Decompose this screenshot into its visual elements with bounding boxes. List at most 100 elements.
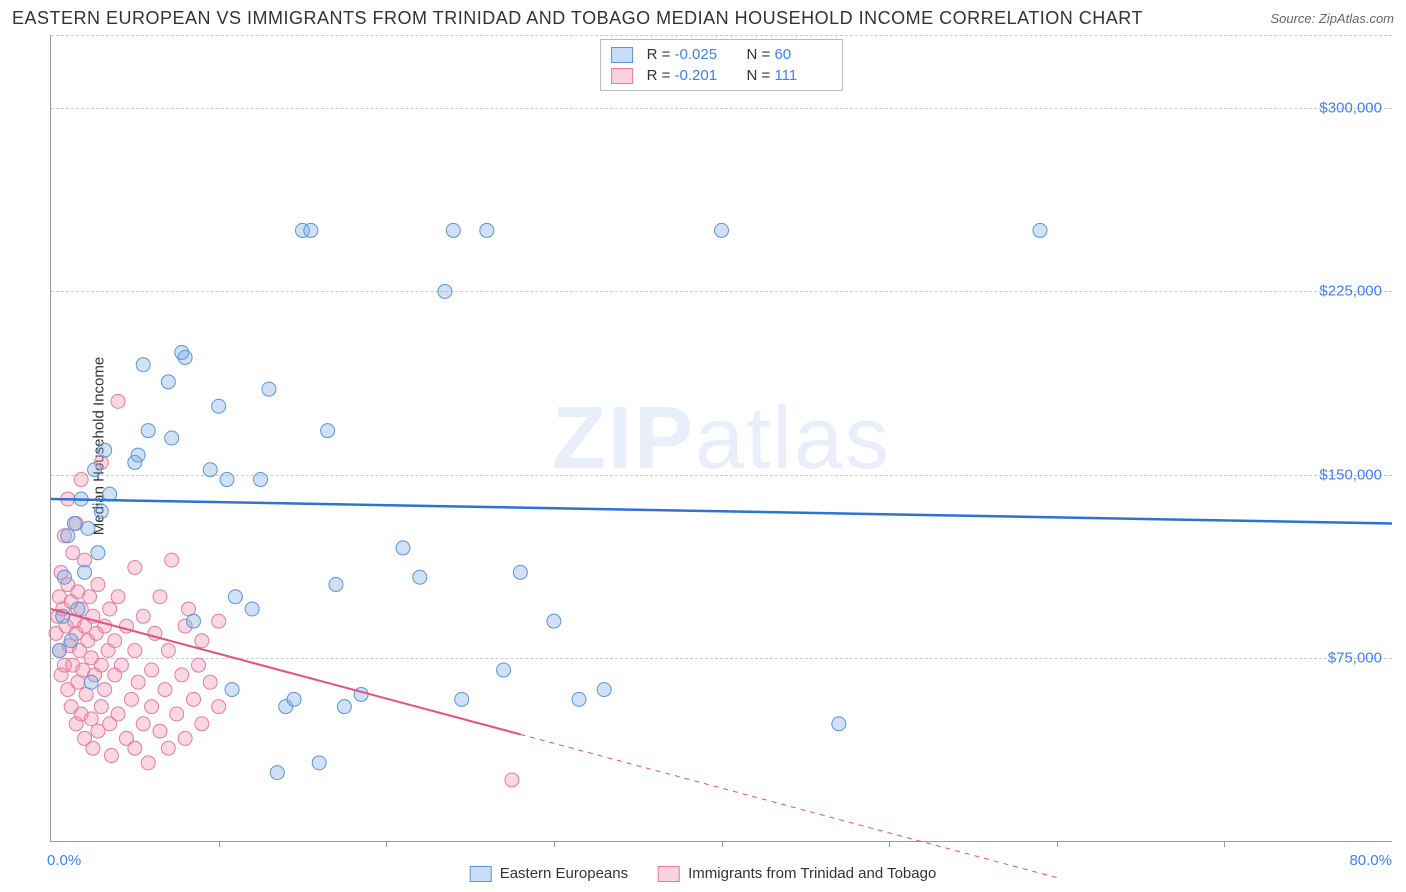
data-point bbox=[312, 756, 326, 770]
data-point bbox=[86, 741, 100, 755]
data-point bbox=[104, 749, 118, 763]
x-tick bbox=[386, 841, 387, 847]
data-point bbox=[128, 560, 142, 574]
data-point bbox=[136, 717, 150, 731]
data-point bbox=[136, 609, 150, 623]
data-point bbox=[145, 663, 159, 677]
correlation-stats-box: R = -0.025 N = 60 R = -0.201 N = 111 bbox=[600, 39, 844, 91]
data-point bbox=[178, 350, 192, 364]
data-point bbox=[131, 448, 145, 462]
data-point bbox=[161, 643, 175, 657]
data-point bbox=[84, 712, 98, 726]
data-point bbox=[114, 658, 128, 672]
data-point bbox=[84, 675, 98, 689]
data-point bbox=[572, 692, 586, 706]
data-point bbox=[195, 717, 209, 731]
data-point bbox=[195, 634, 209, 648]
data-point bbox=[245, 602, 259, 616]
data-point bbox=[192, 658, 206, 672]
data-point bbox=[178, 731, 192, 745]
data-point bbox=[212, 614, 226, 628]
swatch-b-icon bbox=[658, 866, 680, 882]
data-point bbox=[91, 546, 105, 560]
data-point bbox=[136, 358, 150, 372]
data-point bbox=[158, 683, 172, 697]
legend-item-a: Eastern Europeans bbox=[470, 865, 628, 882]
data-point bbox=[170, 707, 184, 721]
stats-row-a: R = -0.025 N = 60 bbox=[611, 44, 833, 65]
data-point bbox=[413, 570, 427, 584]
x-tick bbox=[889, 841, 890, 847]
trend-line bbox=[51, 499, 1392, 523]
data-point bbox=[88, 463, 102, 477]
swatch-series-b-icon bbox=[611, 68, 633, 84]
data-point bbox=[270, 766, 284, 780]
data-point bbox=[98, 683, 112, 697]
data-point bbox=[212, 399, 226, 413]
x-axis-max-label: 80.0% bbox=[1349, 852, 1392, 869]
data-point bbox=[262, 382, 276, 396]
data-point bbox=[128, 643, 142, 657]
data-point bbox=[505, 773, 519, 787]
data-point bbox=[103, 602, 117, 616]
data-point bbox=[91, 578, 105, 592]
chart-canvas bbox=[51, 35, 1392, 841]
data-point bbox=[396, 541, 410, 555]
swatch-series-a-icon bbox=[611, 47, 633, 63]
data-point bbox=[165, 553, 179, 567]
data-point bbox=[94, 658, 108, 672]
data-point bbox=[94, 504, 108, 518]
data-point bbox=[513, 565, 527, 579]
data-point bbox=[161, 375, 175, 389]
swatch-a-icon bbox=[470, 866, 492, 882]
data-point bbox=[57, 570, 71, 584]
source-attribution: Source: ZipAtlas.com bbox=[1270, 11, 1394, 26]
data-point bbox=[128, 741, 142, 755]
data-point bbox=[111, 394, 125, 408]
data-point bbox=[597, 683, 611, 697]
scatter-plot-area: ZIPatlas $75,000$150,000$225,000$300,000… bbox=[50, 35, 1392, 842]
data-point bbox=[1033, 223, 1047, 237]
data-point bbox=[186, 692, 200, 706]
data-point bbox=[455, 692, 469, 706]
data-point bbox=[321, 424, 335, 438]
data-point bbox=[480, 223, 494, 237]
data-point bbox=[186, 614, 200, 628]
data-point bbox=[98, 443, 112, 457]
data-point bbox=[74, 473, 88, 487]
data-point bbox=[83, 590, 97, 604]
data-point bbox=[141, 756, 155, 770]
data-point bbox=[438, 284, 452, 298]
data-point bbox=[220, 473, 234, 487]
data-point bbox=[832, 717, 846, 731]
data-point bbox=[94, 700, 108, 714]
x-tick bbox=[219, 841, 220, 847]
data-point bbox=[61, 529, 75, 543]
x-tick bbox=[554, 841, 555, 847]
data-point bbox=[64, 634, 78, 648]
data-point bbox=[329, 578, 343, 592]
data-point bbox=[153, 590, 167, 604]
data-point bbox=[287, 692, 301, 706]
data-point bbox=[165, 431, 179, 445]
data-point bbox=[153, 724, 167, 738]
x-tick bbox=[1224, 841, 1225, 847]
data-point bbox=[141, 424, 155, 438]
chart-title: EASTERN EUROPEAN VS IMMIGRANTS FROM TRIN… bbox=[12, 8, 1143, 29]
data-point bbox=[161, 741, 175, 755]
series-legend: Eastern Europeans Immigrants from Trinid… bbox=[470, 865, 937, 882]
data-point bbox=[131, 675, 145, 689]
data-point bbox=[111, 590, 125, 604]
legend-item-b: Immigrants from Trinidad and Tobago bbox=[658, 865, 936, 882]
data-point bbox=[81, 521, 95, 535]
trend-line bbox=[520, 734, 1056, 877]
data-point bbox=[67, 516, 81, 530]
x-tick bbox=[1057, 841, 1058, 847]
data-point bbox=[446, 223, 460, 237]
data-point bbox=[78, 565, 92, 579]
data-point bbox=[337, 700, 351, 714]
stats-row-b: R = -0.201 N = 111 bbox=[611, 65, 833, 86]
data-point bbox=[228, 590, 242, 604]
data-point bbox=[108, 634, 122, 648]
data-point bbox=[254, 473, 268, 487]
